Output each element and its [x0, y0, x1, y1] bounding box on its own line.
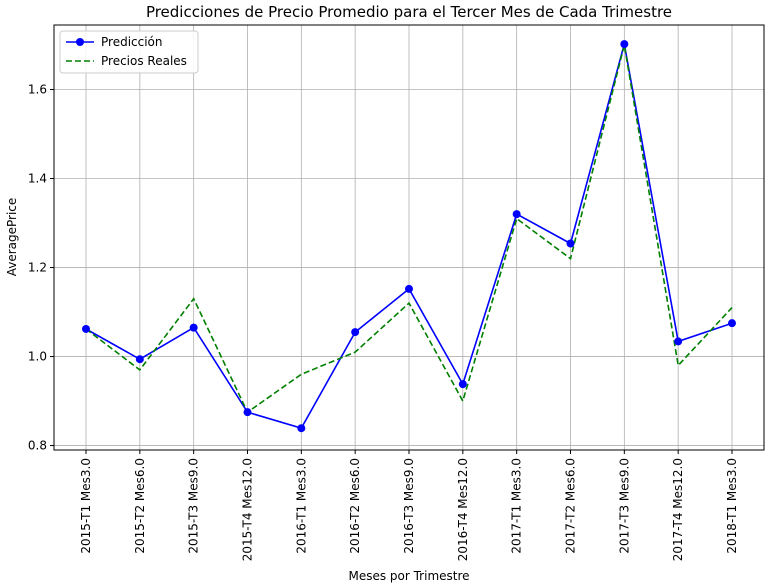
y-tick-label: 0.8 [28, 439, 47, 453]
y-tick-label: 1.6 [28, 83, 47, 97]
prediccion-point [566, 239, 575, 248]
x-tick-label: 2015-T3 Mes9.0 [187, 458, 201, 554]
prediccion-point [189, 323, 198, 332]
y-tick-label: 1.2 [28, 261, 47, 275]
prediccion-point [297, 424, 306, 433]
y-tick-label: 1.0 [28, 350, 47, 364]
prediccion-point [620, 40, 629, 49]
prediccion-point [512, 210, 521, 219]
prediccion-point [674, 337, 683, 346]
x-tick-label: 2017-T1 Mes3.0 [510, 458, 524, 554]
prediccion-point [458, 380, 467, 389]
x-tick-label: 2017-T2 Mes6.0 [564, 458, 578, 554]
y-tick-label: 1.4 [28, 172, 47, 186]
y-axis-ticks: 0.8 1.0 1.2 1.4 1.6 [28, 83, 54, 453]
prediccion-point [82, 324, 90, 333]
legend-label-prediccion: Predicción [101, 35, 163, 49]
x-axis-ticks: 2015-T1 Mes3.0 2015-T2 Mes6.0 2015-T3 Mes9… [79, 450, 739, 561]
x-tick-label: 2017-T4 Mes12.0 [671, 458, 685, 561]
x-tick-label: 2016-T3 Mes9.0 [402, 458, 416, 554]
series-line-precios-reales [85, 44, 733, 414]
prediccion-point [728, 319, 736, 328]
legend-marker-prediccion [76, 38, 84, 46]
x-axis-label: Meses por Trimestre [348, 569, 469, 583]
prediccion-point [135, 355, 144, 364]
x-tick-label: 2015-T4 Mes12.0 [241, 458, 255, 561]
grid-lines [54, 25, 764, 450]
x-tick-label: 2016-T1 Mes3.0 [294, 458, 308, 554]
legend-label-precios-reales: Precios Reales [101, 54, 187, 68]
legend-box [59, 30, 199, 74]
x-tick-label: 2016-T2 Mes6.0 [348, 458, 362, 554]
x-tick-label: 2015-T1 Mes3.0 [79, 458, 93, 554]
prediccion-point [351, 328, 360, 337]
x-tick-label: 2017-T3 Mes9.0 [617, 458, 631, 554]
x-tick-label: 2018-T1 Mes3.0 [725, 458, 739, 554]
x-tick-label: 2015-T2 Mes6.0 [133, 458, 147, 554]
prediccion-point [243, 408, 252, 417]
series-group [82, 40, 736, 433]
legend: Predicción Precios Reales [59, 30, 199, 74]
prediccion-point [405, 284, 413, 293]
x-tick-label: 2016-T4 Mes12.0 [456, 458, 470, 561]
y-axis-label: AveragePrice [5, 198, 19, 277]
chart-title: Predicciones de Precio Promedio para el … [146, 3, 672, 21]
